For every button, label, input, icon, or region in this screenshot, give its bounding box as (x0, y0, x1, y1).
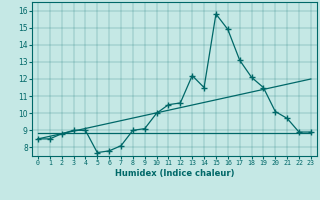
X-axis label: Humidex (Indice chaleur): Humidex (Indice chaleur) (115, 169, 234, 178)
